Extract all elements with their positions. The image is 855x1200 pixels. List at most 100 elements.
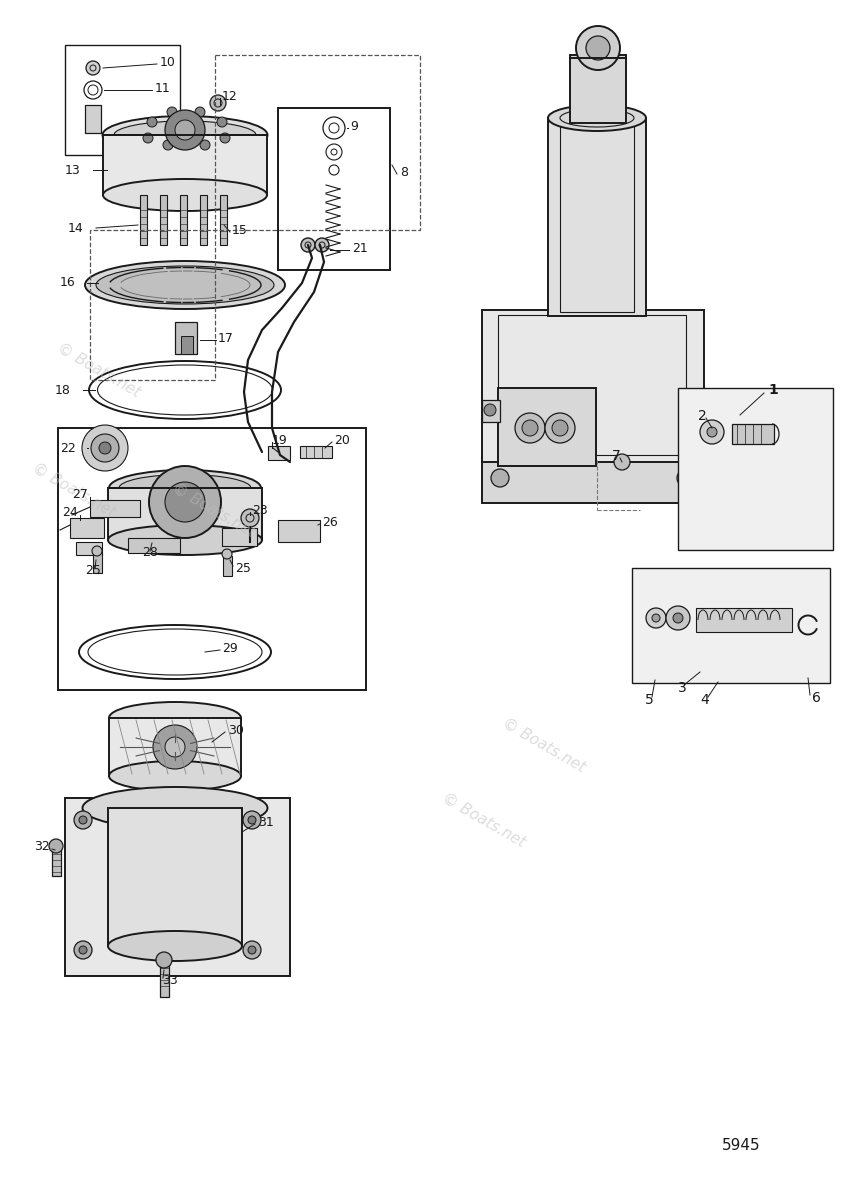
- Text: 19: 19: [272, 433, 288, 446]
- Text: 16: 16: [60, 276, 76, 289]
- Circle shape: [243, 811, 261, 829]
- Circle shape: [49, 839, 63, 853]
- Bar: [85, 104, 101, 133]
- Ellipse shape: [108, 526, 262, 554]
- Circle shape: [92, 546, 102, 556]
- Bar: [570, 55, 626, 122]
- Bar: [52, 848, 61, 876]
- Bar: [482, 458, 704, 503]
- Circle shape: [82, 425, 128, 470]
- Text: © Boats.net: © Boats.net: [30, 460, 118, 520]
- Bar: [65, 798, 290, 976]
- Circle shape: [491, 469, 509, 487]
- Circle shape: [153, 725, 197, 769]
- Text: 15: 15: [232, 223, 248, 236]
- Bar: [58, 428, 366, 690]
- Text: 8: 8: [400, 166, 408, 179]
- Circle shape: [677, 469, 695, 487]
- Ellipse shape: [109, 702, 241, 734]
- Text: 7: 7: [612, 449, 621, 463]
- Text: 5: 5: [645, 692, 654, 707]
- Circle shape: [243, 941, 261, 959]
- Text: 2: 2: [698, 409, 707, 422]
- Circle shape: [652, 614, 660, 622]
- Text: 22: 22: [60, 442, 76, 455]
- Bar: [140, 194, 147, 245]
- Bar: [220, 194, 227, 245]
- Circle shape: [666, 606, 690, 630]
- Bar: [278, 520, 320, 542]
- Bar: [108, 808, 242, 946]
- Text: 28: 28: [142, 546, 158, 559]
- Text: 4: 4: [700, 692, 709, 707]
- Circle shape: [163, 140, 173, 150]
- Text: 33: 33: [162, 973, 178, 986]
- Circle shape: [74, 941, 92, 959]
- Bar: [548, 118, 646, 316]
- Bar: [498, 388, 596, 466]
- Circle shape: [552, 420, 568, 436]
- Text: 20: 20: [334, 433, 350, 446]
- Circle shape: [217, 116, 227, 127]
- Bar: [76, 542, 102, 554]
- Text: 17: 17: [218, 331, 234, 344]
- Text: 21: 21: [352, 241, 368, 254]
- Text: 29: 29: [222, 642, 238, 654]
- Ellipse shape: [109, 470, 261, 506]
- Text: © Boats.net: © Boats.net: [440, 790, 528, 850]
- Bar: [278, 108, 390, 270]
- Circle shape: [545, 413, 575, 443]
- Text: 9: 9: [350, 120, 358, 132]
- Circle shape: [165, 110, 205, 150]
- Bar: [268, 446, 290, 460]
- Ellipse shape: [82, 787, 268, 829]
- Text: 14: 14: [68, 222, 84, 234]
- Bar: [128, 538, 180, 553]
- Circle shape: [576, 26, 620, 70]
- Circle shape: [156, 952, 172, 968]
- Text: 18: 18: [55, 384, 71, 396]
- Bar: [223, 556, 232, 576]
- Circle shape: [586, 36, 610, 60]
- Bar: [90, 500, 140, 517]
- Text: 3: 3: [678, 680, 687, 695]
- Bar: [103, 134, 267, 194]
- Bar: [108, 488, 262, 540]
- Circle shape: [220, 133, 230, 143]
- Text: 25: 25: [235, 562, 251, 575]
- Ellipse shape: [119, 474, 251, 502]
- Bar: [300, 446, 332, 458]
- Circle shape: [167, 107, 177, 116]
- Circle shape: [147, 116, 157, 127]
- Text: 1: 1: [768, 383, 778, 397]
- Circle shape: [210, 95, 226, 110]
- Circle shape: [195, 107, 205, 116]
- Bar: [498, 314, 686, 455]
- Ellipse shape: [103, 179, 267, 211]
- Bar: [180, 194, 187, 245]
- Text: 10: 10: [160, 55, 176, 68]
- Circle shape: [700, 420, 724, 444]
- Text: 25: 25: [85, 564, 101, 576]
- Bar: [678, 388, 833, 550]
- Circle shape: [74, 811, 92, 829]
- Text: 26: 26: [322, 516, 338, 528]
- Circle shape: [222, 550, 232, 559]
- Text: 23: 23: [252, 504, 268, 516]
- Bar: [732, 424, 774, 444]
- Text: 12: 12: [222, 90, 238, 102]
- Bar: [175, 322, 197, 354]
- Text: 30: 30: [228, 724, 244, 737]
- Bar: [160, 962, 169, 997]
- Text: 24: 24: [62, 506, 78, 520]
- Circle shape: [646, 608, 666, 628]
- Bar: [222, 528, 257, 546]
- Circle shape: [614, 454, 630, 470]
- Bar: [200, 194, 207, 245]
- Bar: [160, 194, 167, 245]
- Bar: [696, 608, 792, 632]
- Bar: [109, 718, 241, 776]
- Text: © Boats.net: © Boats.net: [55, 340, 144, 400]
- Circle shape: [149, 466, 221, 538]
- Bar: [181, 336, 193, 354]
